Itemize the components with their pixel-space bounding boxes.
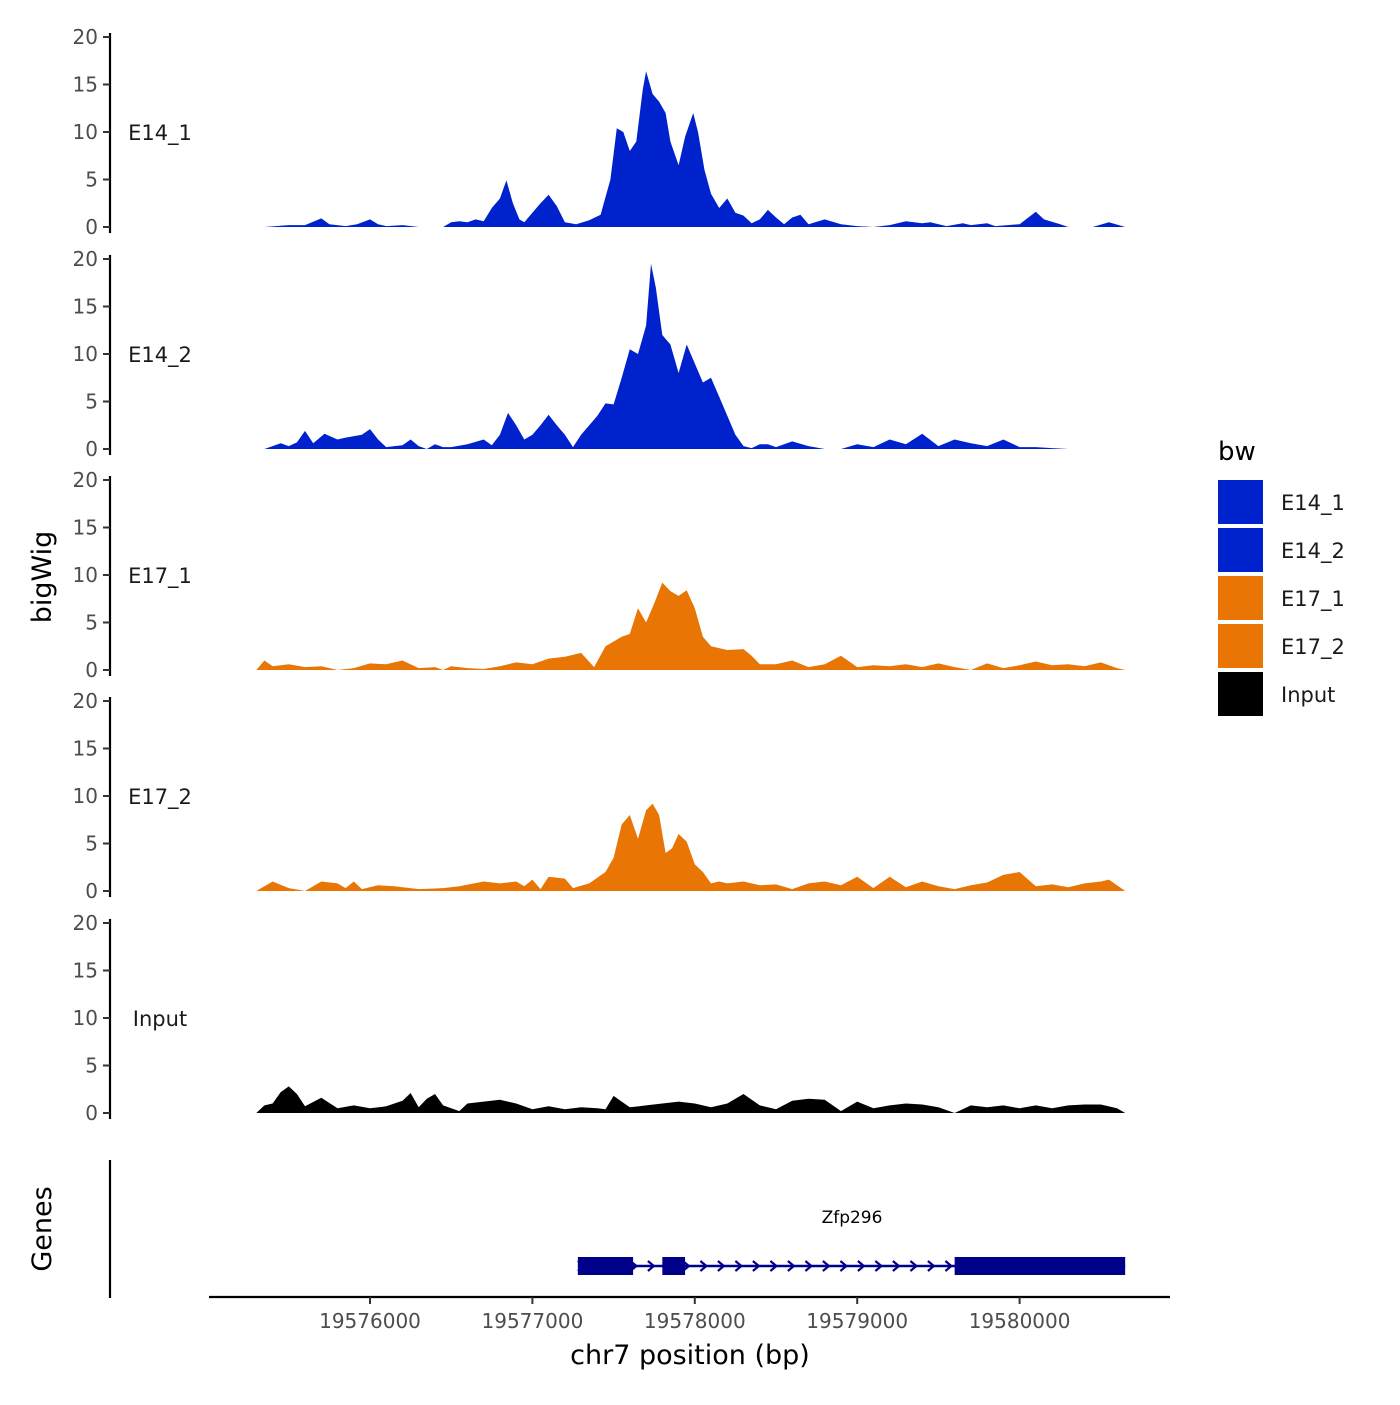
y-tick-label: 15 [73, 959, 98, 983]
y-axis-title: bigWig [27, 531, 58, 624]
legend-item-e17_1: E17_1 [1218, 576, 1345, 620]
strand-arrow-icon [752, 1260, 761, 1272]
y-tick-label: 5 [85, 390, 98, 414]
y-tick-label: 20 [73, 911, 98, 935]
legend-label: Input [1281, 683, 1335, 707]
y-tick-label: 10 [73, 342, 98, 366]
legend-item-e14_1: E14_1 [1218, 480, 1345, 524]
legend-swatch [1218, 480, 1263, 524]
track-label: E17_2 [128, 785, 192, 810]
gene-track: Zfp296 [108, 1160, 1126, 1298]
legend-label: E17_1 [1281, 587, 1345, 612]
strand-arrow-icon [839, 1260, 849, 1272]
x-tick-label: 19580000 [969, 1309, 1071, 1333]
y-tick-label: 0 [85, 1101, 98, 1125]
strand-arrow-icon [769, 1260, 779, 1272]
y-tick-label: 20 [73, 689, 98, 713]
gene-exon [577, 1257, 634, 1275]
legend-title: bw [1218, 437, 1256, 467]
legend-item-input: Input [1218, 672, 1335, 716]
y-tick-label: 10 [73, 784, 98, 808]
strand-arrow-icon [944, 1260, 954, 1272]
track-label: E14_1 [128, 121, 192, 146]
y-tick-label: 5 [85, 611, 98, 635]
track-e17_2: 0 5 10 15 20 E17_2 [73, 689, 1126, 903]
gene-exon [954, 1257, 1126, 1275]
legend-swatch [1218, 576, 1263, 620]
coverage-area-e17_1 [256, 582, 1126, 670]
strand-arrow-icon [822, 1260, 831, 1272]
y-tick-label: 20 [73, 247, 98, 271]
x-tick-label: 19576000 [319, 1309, 421, 1333]
legend-label: E17_2 [1281, 635, 1345, 660]
legend-swatch [1218, 672, 1263, 716]
gene-exon [662, 1257, 686, 1275]
gene-zfp296: Zfp296 [577, 1208, 1126, 1275]
strand-arrow-icon [717, 1260, 726, 1272]
x-tick-label: 19578000 [644, 1309, 746, 1333]
tracks-layer: 05101520E14_105101520E14_205101520E17_10… [73, 25, 1126, 1125]
y-tick-label: 15 [73, 295, 98, 319]
strand-arrow-icon [909, 1260, 919, 1272]
y-tick-label: 5 [85, 1054, 98, 1078]
y-tick-label: 20 [73, 468, 98, 492]
legend: bw E14_1 E14_2 E17_1 E17_2 Input [1218, 437, 1345, 716]
track-label: Input [133, 1007, 187, 1031]
y-tick-label: 0 [85, 658, 98, 682]
coverage-area-e14_2 [264, 263, 1117, 449]
strand-arrow-icon [927, 1260, 936, 1272]
y-tick-label: 10 [73, 1006, 98, 1030]
y-tick-label: 15 [73, 516, 98, 540]
y-tick-label: 15 [73, 73, 98, 97]
track-e14_1: 0 5 10 15 20 E14_1 [73, 25, 1126, 239]
legend-label: E14_1 [1281, 491, 1345, 516]
track-input: 0 5 10 15 20 Input [73, 911, 1126, 1125]
track-label: E14_2 [128, 343, 192, 368]
legend-item-e14_2: E14_2 [1218, 528, 1345, 572]
y-tick-label: 5 [85, 168, 98, 192]
gene-name-label: Zfp296 [822, 1208, 883, 1228]
coverage-area-input [256, 1086, 1126, 1113]
y-tick-label: 0 [85, 879, 98, 903]
genes-axis-title: Genes [27, 1186, 58, 1271]
y-tick-label: 0 [85, 437, 98, 461]
x-axis-title: chr7 position (bp) [570, 1340, 810, 1371]
strand-arrow-icon [787, 1260, 796, 1272]
legend-item-e17_2: E17_2 [1218, 624, 1345, 668]
x-tick-label: 19579000 [806, 1309, 908, 1333]
strand-arrow-icon [874, 1260, 884, 1272]
y-tick-label: 15 [73, 737, 98, 761]
y-tick-label: 20 [73, 25, 98, 49]
strand-arrow-icon [734, 1260, 744, 1272]
x-tick-label: 19577000 [482, 1309, 584, 1333]
strand-arrow-icon [857, 1260, 866, 1272]
y-tick-label: 10 [73, 563, 98, 587]
legend-swatch [1218, 528, 1263, 572]
x-axis: 19576000 19577000 19578000 19579000 19580000 [209, 1295, 1170, 1333]
y-tick-label: 0 [85, 215, 98, 239]
track-label: E17_1 [128, 564, 192, 589]
track-e17_1: 0 5 10 15 20 E17_1 [73, 468, 1126, 682]
strand-arrow-icon [804, 1260, 814, 1272]
coverage-area-e14_1 [264, 71, 1126, 227]
strand-arrow-icon [699, 1260, 709, 1272]
coverage-area-e17_2 [256, 803, 1126, 891]
strand-arrow-icon [647, 1260, 656, 1272]
legend-swatch [1218, 624, 1263, 668]
legend-label: E14_2 [1281, 539, 1345, 564]
strand-arrow-icon [892, 1260, 901, 1272]
y-tick-label: 10 [73, 120, 98, 144]
y-tick-label: 5 [85, 832, 98, 856]
track-e14_2: 0 5 10 15 20 E14_2 [73, 247, 1117, 461]
